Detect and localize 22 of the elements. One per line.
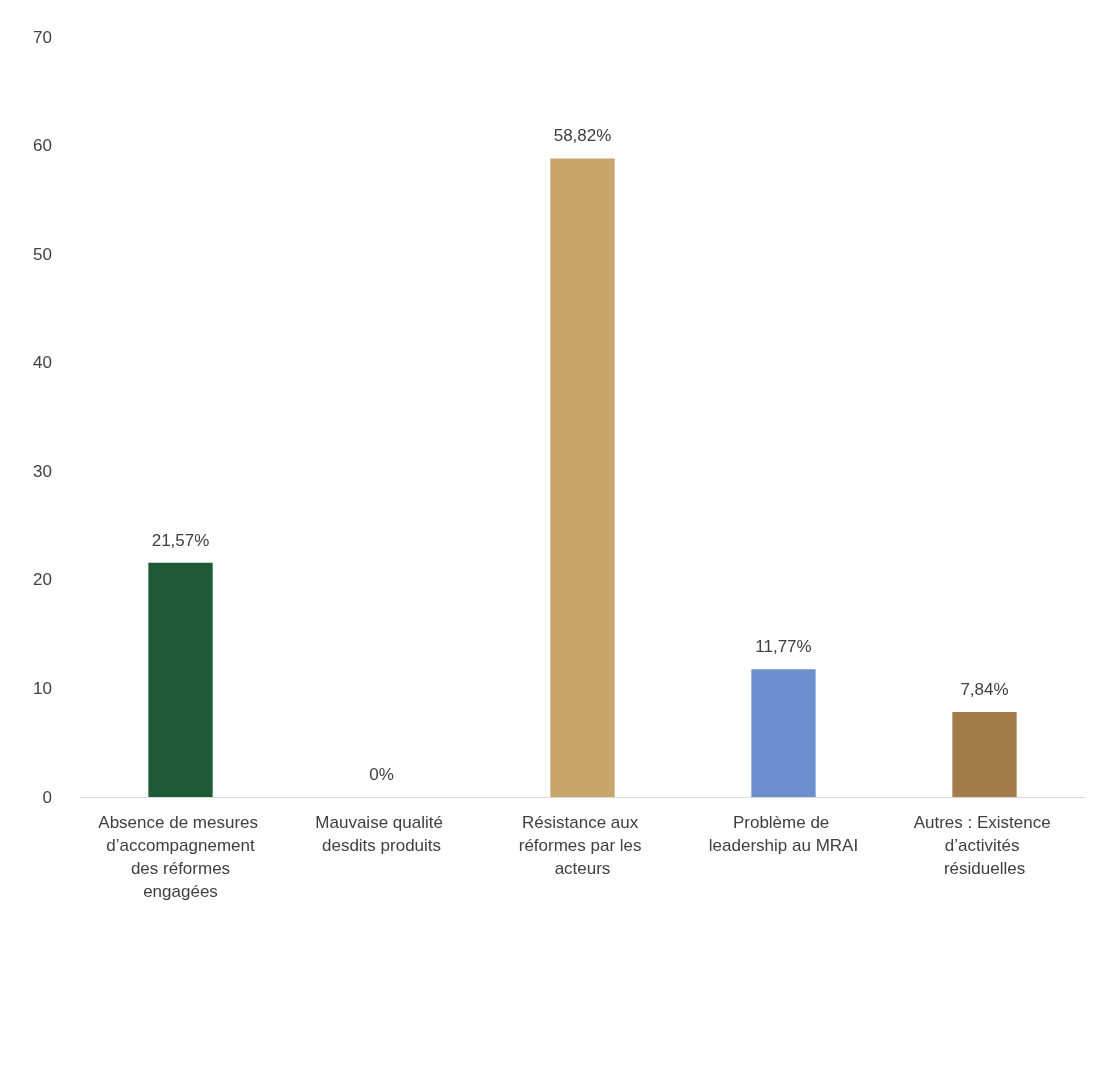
y-tick-label: 10 <box>33 678 52 698</box>
x-tick-label: Résistance aux réformes par les acteurs <box>518 813 647 878</box>
y-tick-label: 30 <box>33 461 52 481</box>
y-tick-label: 60 <box>33 136 52 156</box>
x-tick-label: Autres : Existence d’activités résiduelles <box>913 813 1056 878</box>
y-tick-label: 50 <box>33 244 52 264</box>
y-tick-label: 0 <box>42 787 52 807</box>
x-tick-label: Mauvaise qualité desdits produits <box>315 813 448 855</box>
x-tick-label: Problème de leadership au MRAI <box>708 813 859 855</box>
bar <box>148 562 213 797</box>
data-label: 21,57% <box>151 530 210 550</box>
bar <box>952 711 1017 797</box>
y-tick-label: 20 <box>33 570 52 590</box>
data-label: 58,82% <box>553 126 612 146</box>
bar <box>550 158 615 797</box>
y-tick-label: 70 <box>33 27 52 47</box>
y-tick-label: 40 <box>33 353 52 373</box>
x-tick-label: Absence de mesures d’accompagnement des réformes engagées <box>98 813 263 901</box>
data-label: 11,77% <box>755 637 812 657</box>
data-label: 0% <box>369 765 394 784</box>
data-label: 7,84% <box>960 679 1009 699</box>
bar <box>751 669 816 797</box>
